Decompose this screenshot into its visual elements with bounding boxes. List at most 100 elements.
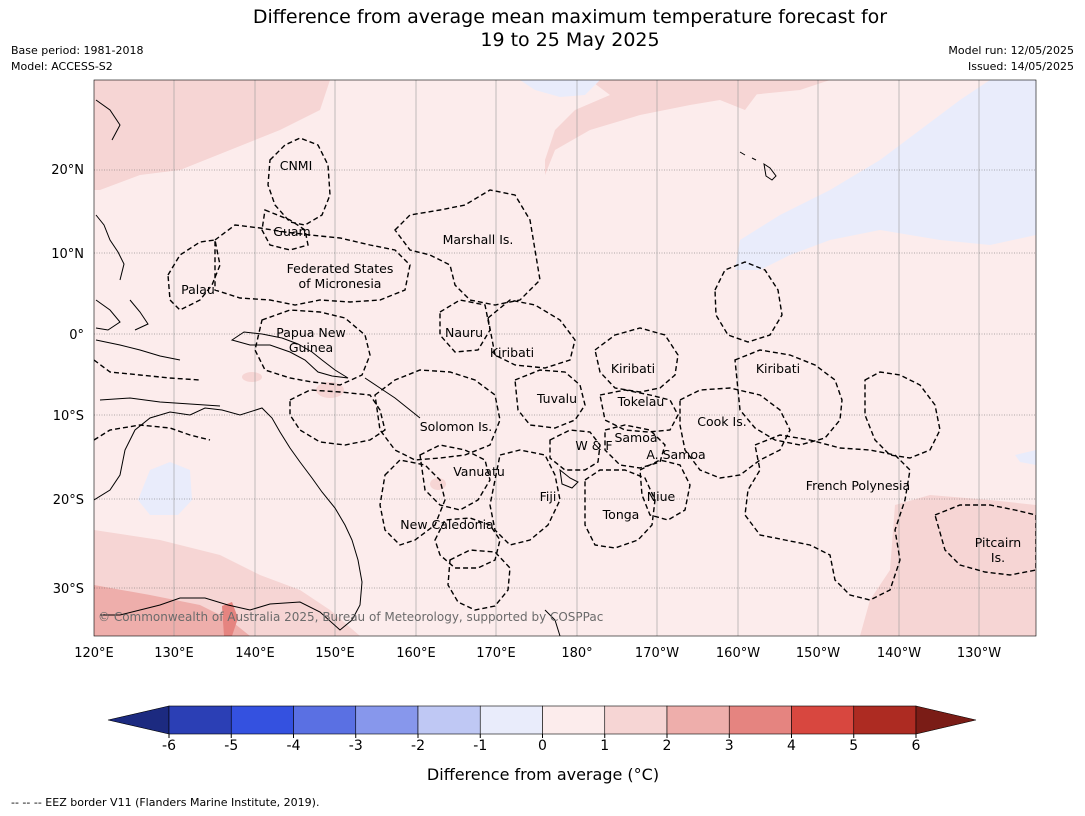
region-label: Guam (273, 224, 310, 239)
anomaly-patch-png (242, 372, 262, 382)
colorbar-tick-label: 6 (912, 738, 921, 754)
lon-tick-label: 160°W (716, 646, 760, 661)
anomaly-3-4-region (222, 602, 238, 636)
colorbar: -6 -5 -4 -3 -2 -1 0 1 2 3 4 5 6 (107, 705, 977, 754)
lon-tick-label: 170°E (476, 646, 516, 661)
longitude-gridlines (173, 80, 980, 636)
colorbar-tick-label: -3 (349, 738, 363, 754)
colorbar-tick-label: 3 (725, 738, 734, 754)
model-run-text: Model run: 12/05/2025 (948, 44, 1074, 57)
lon-tick-label: 150°W (796, 646, 840, 661)
colorbar-tick-label: 0 (538, 738, 547, 754)
region-label: Guinea (289, 340, 333, 355)
colorbar-extend-high (915, 705, 977, 735)
copyright-text: © Commonwealth of Australia 2025, Bureau… (98, 610, 603, 624)
longitude-tick-labels: 120°E 130°E 140°E 150°E 160°E 170°E 180°… (74, 646, 1001, 661)
title-line-2: 19 to 25 May 2025 (480, 29, 660, 51)
region-label: Tokelau (617, 394, 665, 409)
region-label: Kiribati (611, 361, 655, 376)
region-label: Tuvalu (536, 391, 577, 406)
page-title: Difference from average mean maximum tem… (0, 6, 1085, 52)
region-label: Niue (647, 489, 676, 504)
colorbar-bin (542, 705, 606, 735)
region-label: Marshall Is. (443, 232, 514, 247)
eez-borders (94, 137, 1036, 611)
lon-tick-label: 170°W (635, 646, 679, 661)
region-label: New Caledonia (400, 517, 493, 532)
colorbar-bin (230, 705, 294, 735)
latitude-gridlines (94, 169, 1036, 589)
colorbar-tick-label: 1 (600, 738, 609, 754)
colorbar-tick-label: -5 (224, 738, 238, 754)
lon-tick-label: 130°W (957, 646, 1001, 661)
lon-tick-label: 160°E (396, 646, 436, 661)
base-period-text: Base period: 1981-2018 (11, 44, 144, 57)
anomaly-1-2-region-north-central (545, 80, 830, 160)
region-labels: CNMI Guam Marshall Is. Federated States … (181, 158, 1021, 565)
lat-tick-label: 10°S (53, 409, 84, 424)
colorbar-bin (479, 705, 543, 735)
lon-tick-label: 140°W (877, 646, 921, 661)
region-label: Samoa (614, 430, 657, 445)
anomaly-neg1-0-region-north (520, 80, 600, 97)
colorbar-tick-label: -1 (473, 738, 487, 754)
colorbar-bin (293, 705, 357, 735)
lat-tick-label: 10°N (51, 247, 84, 262)
colorbar-tick-label: 2 (663, 738, 672, 754)
region-label: Is. (991, 550, 1005, 565)
issued-text: Issued: 14/05/2025 (967, 60, 1074, 73)
model-text: Model: ACCESS-S2 (11, 60, 113, 73)
latitude-tick-labels: 20°N 10°N 0° 10°S 20°S 30°S (51, 163, 84, 597)
anomaly-2-3-region (94, 585, 250, 636)
lon-tick-label: 140°E (235, 646, 275, 661)
anomaly-1-2-region-south-east (860, 495, 1036, 636)
region-label: Fiji (540, 489, 557, 504)
lat-tick-label: 20°S (53, 493, 84, 508)
colorbar-bin (666, 705, 730, 735)
title-line-1: Difference from average mean maximum tem… (252, 6, 888, 28)
region-label: Tonga (602, 507, 640, 522)
colorbar-title: Difference from average (°C) (427, 765, 659, 784)
eez-legend-note: -- -- -- EEZ border V11 (Flanders Marine… (11, 796, 320, 809)
region-label: Cook Is. (697, 414, 746, 429)
map-frame (93, 79, 1037, 637)
lat-tick-label: 20°N (51, 163, 84, 178)
colorbar-tick-label: -4 (287, 738, 301, 754)
colorbar-extend-low (107, 705, 170, 735)
region-label: CNMI (280, 158, 313, 173)
anomaly-patch-coral-sea (316, 382, 344, 398)
region-label: Papua New (276, 325, 345, 340)
region-label: Pitcairn (975, 535, 1021, 550)
lon-tick-label: 130°E (154, 646, 194, 661)
lon-tick-label: 180° (561, 646, 592, 661)
region-label: Palau (181, 282, 215, 297)
coastlines (94, 99, 777, 636)
region-label: of Micronesia (299, 276, 382, 291)
lat-tick-label: 30°S (53, 582, 84, 597)
anomaly-neg1-0-region-east (735, 80, 1036, 270)
colorbar-bin (604, 705, 668, 735)
colorbar-tick-label: -2 (411, 738, 425, 754)
anomaly-neg1-0-region-australia (138, 462, 192, 515)
lon-tick-label: 150°E (315, 646, 355, 661)
region-label: W & F (575, 438, 612, 453)
colorbar-bin (168, 705, 232, 735)
region-label: Nauru (445, 325, 483, 340)
meta-right: Model run: 12/05/2025 Issued: 14/05/2025 (948, 43, 1074, 75)
colorbar-bin (355, 705, 419, 735)
anomaly-1-2-region-north-west (94, 80, 330, 190)
colorbar-bin (728, 705, 792, 735)
meta-left: Base period: 1981-2018 Model: ACCESS-S2 (11, 43, 143, 75)
region-label: Vanuatu (453, 464, 505, 479)
colorbar-bin (853, 705, 917, 735)
colorbar-bin (791, 705, 855, 735)
colorbar-bin (417, 705, 481, 735)
region-label: Federated States (287, 261, 394, 276)
region-label: Solomon Is. (420, 419, 493, 434)
anomaly-1-2-region-north-central-b (545, 88, 760, 175)
lon-tick-label: 120°E (74, 646, 114, 661)
colorbar-tick-label: -6 (162, 738, 176, 754)
region-label: French Polynesia (806, 478, 910, 493)
region-label: A. Samoa (646, 447, 705, 462)
